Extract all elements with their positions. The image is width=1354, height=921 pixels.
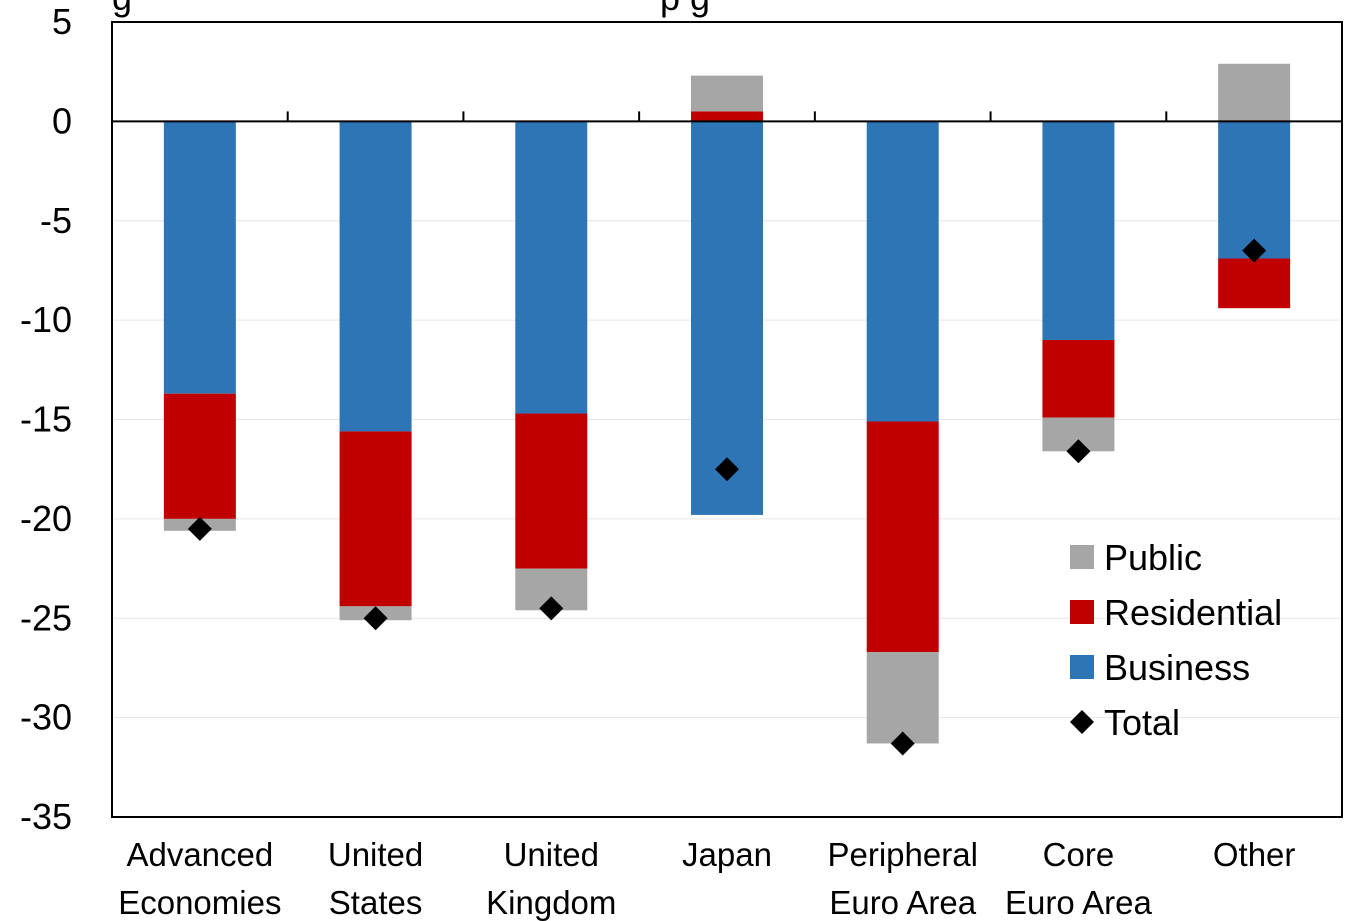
bar-business: [1042, 121, 1115, 340]
bar-business: [339, 121, 412, 432]
legend-marker-total: [1070, 710, 1094, 734]
x-category-label: Euro Area: [1005, 884, 1152, 921]
x-category-label: Advanced: [126, 836, 273, 873]
x-category-label: Japan: [682, 836, 772, 873]
total-marker: [715, 457, 739, 482]
legend-label: Public: [1104, 537, 1202, 578]
zero-axis: [112, 111, 1342, 123]
x-category-label: Economies: [118, 884, 281, 921]
total-marker: [890, 731, 915, 756]
x-category-label: Core: [1043, 836, 1115, 873]
bar-residential: [1218, 258, 1291, 309]
bar-business: [515, 121, 588, 414]
total-marker: [1066, 439, 1091, 464]
bar-residential: [1042, 340, 1115, 418]
plot-area-frame: [111, 21, 1343, 818]
x-category-label: Peripheral: [828, 836, 978, 873]
title-fragment-right: p g: [660, 0, 710, 18]
legend-label: Residential: [1104, 592, 1282, 633]
bar-business: [163, 121, 236, 394]
y-tick-label: -35: [20, 796, 72, 837]
x-category-label: Euro Area: [829, 884, 976, 921]
y-tick-label: -15: [20, 399, 72, 440]
bar-residential: [515, 413, 588, 569]
y-tick-label: -25: [20, 597, 72, 638]
y-tick-label: -10: [20, 299, 72, 340]
total-marker: [539, 596, 564, 621]
bar-business: [691, 121, 763, 515]
bar-public: [1218, 63, 1291, 122]
y-tick-label: -5: [40, 200, 72, 241]
bar-business: [866, 121, 939, 422]
legend-swatch-public: [1070, 545, 1094, 569]
bar-residential: [163, 393, 236, 519]
total-markers: [187, 238, 1267, 756]
bar-segments: [163, 63, 1291, 744]
total-marker: [1242, 238, 1267, 263]
legend-label: Business: [1104, 647, 1250, 688]
x-category-label: Other: [1213, 836, 1296, 873]
total-marker: [363, 606, 388, 631]
legend-label: Total: [1104, 702, 1180, 743]
bar-public: [866, 652, 939, 744]
x-category-label: United: [504, 836, 599, 873]
total-marker: [187, 516, 212, 541]
title-fragment-left: g: [112, 0, 132, 18]
x-category-label: United: [328, 836, 423, 873]
y-tick-label: 0: [52, 100, 72, 141]
x-category-label: States: [329, 884, 423, 921]
x-category-label: Kingdom: [486, 884, 616, 921]
legend-swatch-residential: [1070, 600, 1094, 624]
bar-public: [691, 75, 763, 112]
bar-residential: [866, 421, 939, 653]
y-tick-label: 5: [52, 1, 72, 42]
x-axis-category-labels: Advanced Economies United States United Kingd…: [118, 836, 1295, 921]
y-tick-label: -20: [20, 498, 72, 539]
legend: Public Residential Business Total: [1070, 537, 1282, 743]
bar-residential: [691, 111, 763, 122]
bar-residential: [339, 431, 412, 607]
bar-business: [1218, 121, 1291, 259]
y-tick-label: -30: [20, 697, 72, 738]
y-axis-tick-labels: 5 0 -5 -10 -15 -20 -25 -30 -35: [20, 1, 72, 837]
legend-swatch-business: [1070, 655, 1094, 679]
